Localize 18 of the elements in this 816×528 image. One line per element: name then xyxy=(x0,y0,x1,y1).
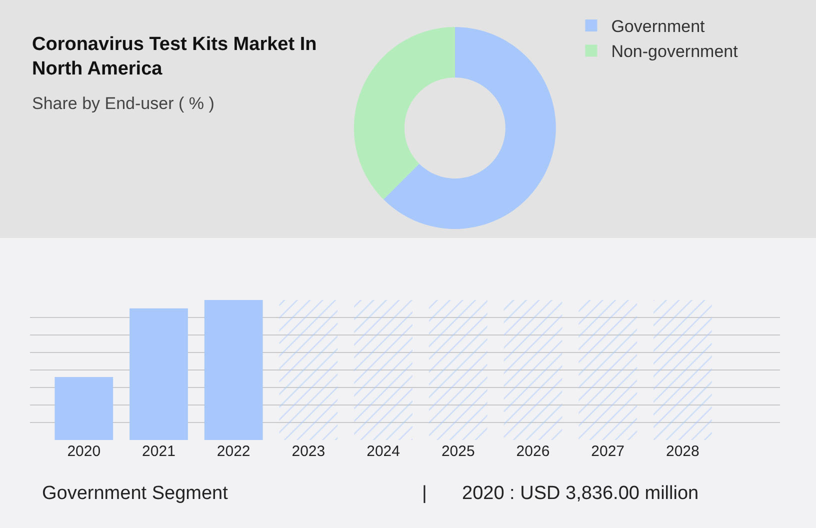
x-tick-label: 2020 xyxy=(67,443,101,460)
x-tick-label: 2027 xyxy=(591,443,625,460)
x-tick-label: 2023 xyxy=(292,443,326,460)
text: 2020 : USD 3,836.00 million xyxy=(462,483,699,504)
donut-slice xyxy=(354,27,455,200)
x-tick-label: 2025 xyxy=(441,443,475,460)
text: | xyxy=(422,483,427,504)
text: Government Segment xyxy=(42,483,229,504)
text: Coronavirus Test Kits Market In North America xyxy=(32,34,317,80)
x-tick-label: 2021 xyxy=(142,443,176,460)
x-tick-label: 2022 xyxy=(216,443,250,460)
legend-label: Government xyxy=(611,17,706,36)
x-tick-label: 2026 xyxy=(516,443,550,460)
x-tick-label: 2028 xyxy=(666,443,700,460)
legend-label: Non-government xyxy=(611,42,738,62)
x-tick-label: 2024 xyxy=(366,443,400,460)
text: Share by End-user ( % ) xyxy=(32,94,214,113)
donut-slice xyxy=(384,27,556,229)
